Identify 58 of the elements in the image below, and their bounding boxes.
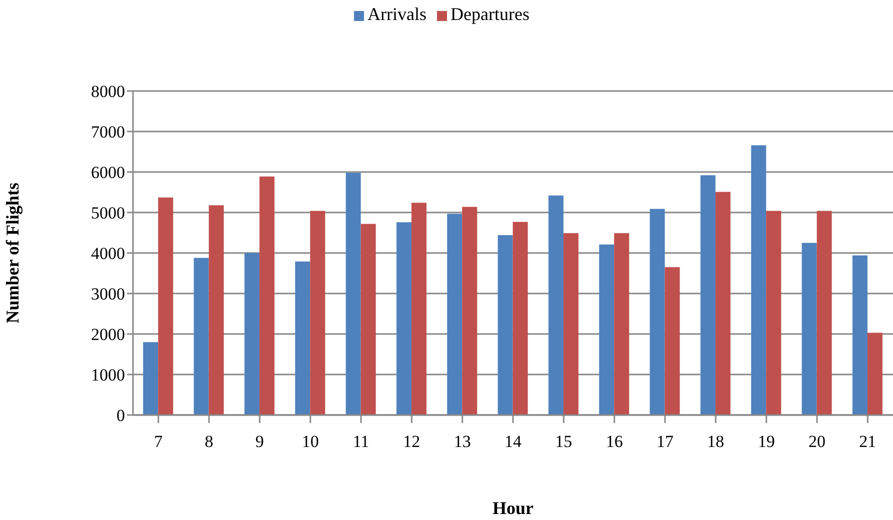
bar [158,198,174,415]
bar [548,195,564,415]
bar [498,235,513,415]
x-tick-label: 19 [758,432,775,452]
x-tick-label: 18 [707,432,724,452]
bar [208,205,224,415]
bar [411,202,426,415]
x-tick-label: 16 [606,432,623,452]
x-tick-label: 9 [255,432,264,452]
bar [259,176,274,415]
x-tick-label: 14 [504,432,522,452]
bar [295,262,310,415]
bar [447,214,462,415]
bar [563,233,578,415]
y-tick-label: 1000 [91,366,125,385]
bar [310,210,326,415]
y-tick-label: 0 [116,406,125,426]
x-tick-label: 21 [859,432,876,452]
y-tick-label: 2000 [91,325,125,344]
x-tick-label: 11 [352,432,370,452]
bar [751,145,766,415]
bar [816,210,832,415]
bar [512,222,528,415]
y-tick-label: 4000 [91,244,125,264]
x-tick-label: 10 [302,432,319,452]
bar [715,192,730,415]
y-axis-title: Number of Flights [2,182,22,324]
y-tick-label: 5000 [91,204,125,223]
bar [194,258,209,415]
bar [614,233,630,415]
bar [766,210,782,415]
x-tick-label: 13 [454,432,471,452]
legend-label: Arrivals [368,4,426,24]
y-tick-label: 6000 [91,163,125,182]
x-tick-label: 15 [555,432,572,452]
x-tick-label: 8 [204,432,214,452]
bar [664,267,680,415]
bar [700,175,716,415]
bar [346,172,361,415]
y-tick-label: 3000 [91,284,125,304]
bar [599,244,614,415]
x-axis-title: Hour [492,498,534,518]
x-tick-label: 7 [154,432,164,452]
x-tick-label: 12 [403,432,420,452]
bar [852,255,868,415]
x-tick-label: 20 [808,432,826,452]
bar [650,208,665,415]
bar [396,222,412,415]
bar [360,224,376,415]
bar [143,342,158,415]
y-tick-label: 7000 [91,122,125,142]
y-tick-label: 8000 [91,82,125,102]
bar [802,242,817,415]
x-tick-label: 17 [656,432,674,452]
bar [244,253,260,415]
bar [462,206,478,415]
bar [867,332,882,415]
legend-label: Departures [450,4,530,24]
